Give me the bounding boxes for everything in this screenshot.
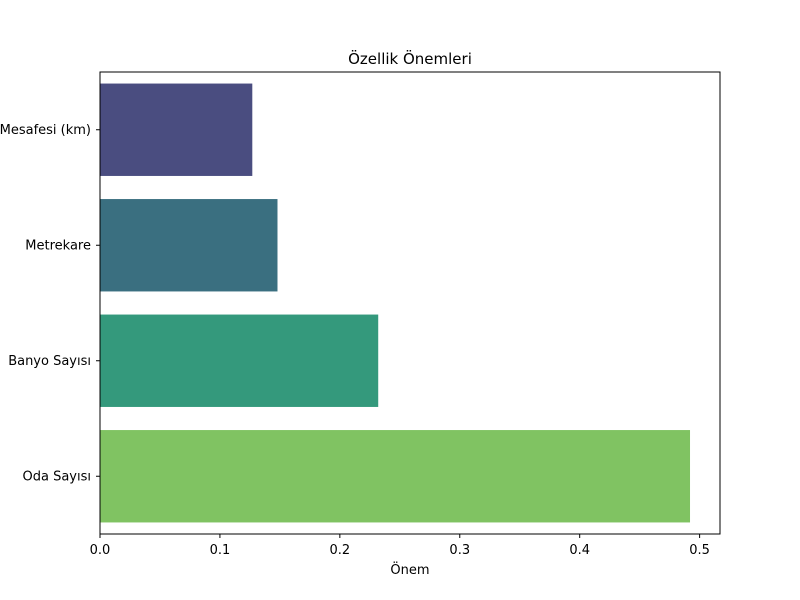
x-tick-label: 0.5: [689, 543, 710, 558]
x-tick-label: 0.2: [330, 543, 351, 558]
x-tick-label: 0.0: [90, 543, 111, 558]
y-tick-label: Metrekare: [25, 238, 91, 253]
bar-2: [100, 314, 379, 407]
x-tick-label: 0.3: [449, 543, 470, 558]
bars-group: [100, 83, 691, 523]
bar-3: [100, 430, 691, 523]
x-tick-label: 0.1: [210, 543, 231, 558]
y-axis-ticks: Mesafesi (km) Metrekare Banyo Sayısı Oda Sa…: [0, 123, 100, 484]
x-axis-ticks: 0.0 0.1 0.2 0.3 0.4 0.5: [90, 534, 710, 558]
bar-0: [100, 83, 253, 176]
x-axis-label: Önem: [390, 561, 429, 578]
x-tick-label: 0.4: [569, 543, 590, 558]
plot-frame: [99, 71, 721, 535]
y-tick-label: Oda Sayısı: [23, 469, 92, 484]
y-tick-label: Mesafesi (km): [0, 123, 91, 138]
y-tick-label: Banyo Sayısı: [8, 354, 91, 369]
chart-title: Özellik Önemleri: [348, 49, 472, 68]
bar-1: [100, 199, 278, 292]
